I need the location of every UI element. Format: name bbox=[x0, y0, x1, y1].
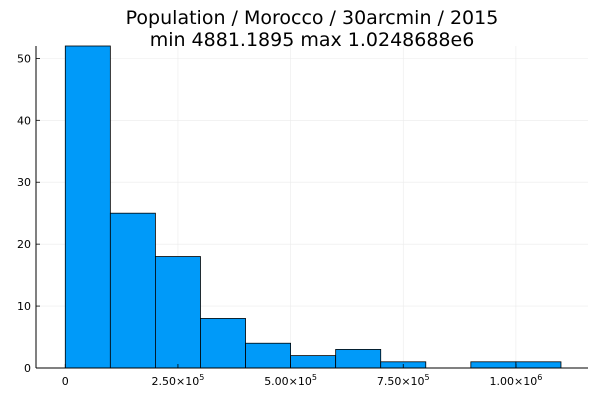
y-tick-label: 50 bbox=[17, 52, 31, 65]
histogram-bar bbox=[155, 256, 201, 369]
x-tick-label: 0 bbox=[62, 375, 69, 388]
y-tick-label: 10 bbox=[17, 300, 31, 313]
chart-title-line1: Population / Morocco / 30arcmin / 2015 bbox=[126, 7, 499, 29]
x-tick-label: 5.00×105 bbox=[264, 373, 317, 388]
histogram-bar bbox=[335, 349, 382, 369]
histogram-bar bbox=[200, 318, 246, 369]
histogram-bar bbox=[470, 361, 517, 369]
y-tick-labels: 0 10 20 30 40 50 bbox=[17, 52, 40, 375]
x-tick-label: 7.50×105 bbox=[377, 373, 430, 388]
x-tick-labels: 0 2.50×105 5.00×105 7.50×105 1.00×106 bbox=[62, 364, 542, 388]
y-tick-label: 30 bbox=[17, 176, 31, 189]
x-tick-label: 1.00×106 bbox=[489, 373, 542, 388]
histogram-bar bbox=[64, 45, 111, 369]
histogram-bar bbox=[245, 342, 291, 369]
histogram-bar bbox=[515, 361, 562, 369]
y-tick-label: 0 bbox=[24, 362, 31, 375]
y-tick-label: 20 bbox=[17, 238, 31, 251]
x-tick-label: 2.50×105 bbox=[152, 373, 205, 388]
y-tick-label: 40 bbox=[17, 114, 31, 127]
axes bbox=[35, 46, 588, 369]
chart-title-line2: min 4881.1895 max 1.0248688e6 bbox=[150, 29, 475, 51]
histogram-bar bbox=[290, 355, 337, 369]
histogram-bar bbox=[109, 212, 156, 369]
histogram-bars bbox=[64, 45, 562, 369]
